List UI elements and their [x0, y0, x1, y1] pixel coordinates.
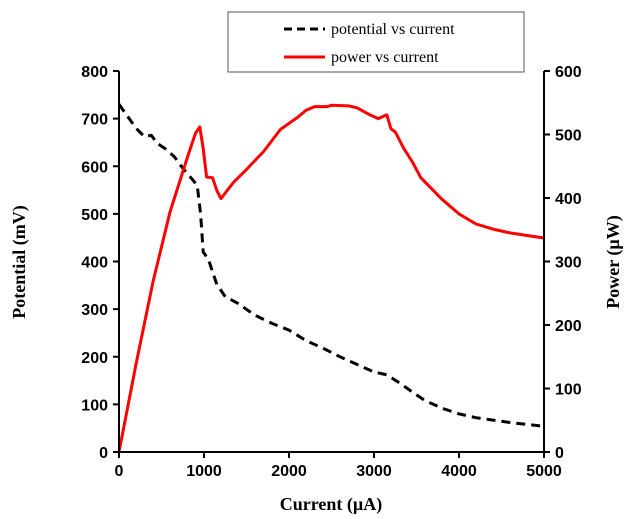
- x-tick-label: 4000: [441, 463, 477, 480]
- y-left-tick-label: 0: [99, 445, 108, 462]
- power-series-line: [117, 103, 545, 453]
- legend-label-power: power vs current: [331, 49, 439, 66]
- y-right-tick-label: 200: [555, 318, 582, 335]
- potential-series-line: [117, 103, 545, 428]
- y-left-tick-label: 500: [81, 207, 108, 224]
- y-right-tick-label: 0: [555, 445, 564, 462]
- x-tick-label: 3000: [356, 463, 392, 480]
- y-left-tick-label: 800: [81, 64, 108, 81]
- x-tick-label: 1000: [186, 463, 222, 480]
- x-tick-label: 2000: [271, 463, 307, 480]
- y-right-tick-label: 300: [555, 255, 582, 272]
- y-right-tick-label: 500: [555, 128, 582, 145]
- y-axis-right-title: Power (µW): [603, 215, 624, 309]
- y-left-tick-label: 700: [81, 112, 108, 129]
- plot-area: [117, 103, 545, 453]
- y-left-tick-label: 100: [81, 397, 108, 414]
- x-axis-title: Current (µA): [280, 494, 383, 515]
- x-tick-label: 5000: [526, 463, 562, 480]
- y-right-tick-label: 600: [555, 64, 582, 81]
- y-axis-left-title: Potential (mV): [9, 205, 30, 318]
- y-left-ticks: 0 100 200 300 400 500 600 700 800: [81, 64, 119, 462]
- legend: potential vs current power vs current: [227, 11, 525, 73]
- y-left-tick-label: 600: [81, 159, 108, 176]
- legend-box: [227, 11, 525, 73]
- y-right-tick-label: 100: [555, 382, 582, 399]
- y-left-tick-label: 200: [81, 350, 108, 367]
- x-tick-label: 0: [115, 463, 124, 480]
- y-left-tick-label: 300: [81, 302, 108, 319]
- y-right-tick-label: 400: [555, 191, 582, 208]
- x-ticks: 0 1000 2000 3000 4000 5000: [115, 452, 562, 480]
- legend-label-potential: potential vs current: [331, 21, 455, 38]
- y-right-ticks: 0 100 200 300 400 500 600: [544, 64, 582, 462]
- y-left-tick-label: 400: [81, 255, 108, 272]
